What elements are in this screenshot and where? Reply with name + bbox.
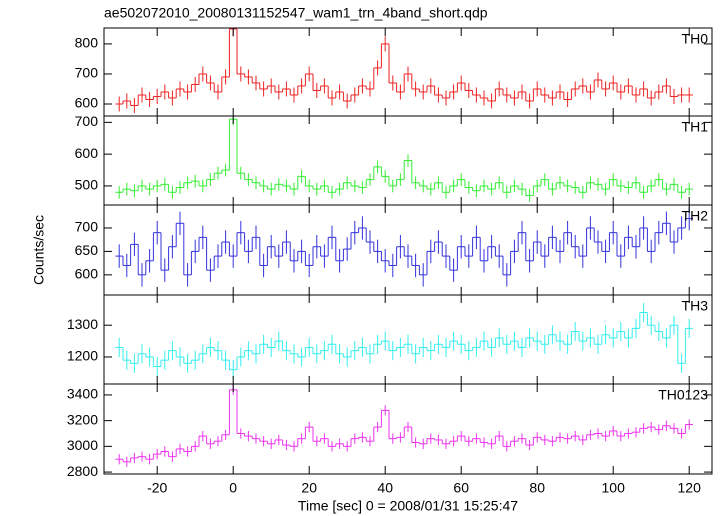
x-axis-label: Time [sec] 0 = 2008/01/31 15:25:47 xyxy=(298,498,518,514)
panel-label: TH3 xyxy=(682,298,709,314)
x-tick-label: 40 xyxy=(377,480,393,496)
x-tick-label: 120 xyxy=(678,480,702,496)
y-tick-label: 1200 xyxy=(67,348,98,364)
x-tick-label: 60 xyxy=(453,480,469,496)
y-tick-label: 1300 xyxy=(67,316,98,332)
y-axis-label: Counts/sec xyxy=(31,215,47,285)
y-tick-label: 2800 xyxy=(67,463,98,479)
y-tick-label: 700 xyxy=(75,65,99,81)
y-tick-label: 500 xyxy=(75,177,99,193)
x-tick-label: 100 xyxy=(602,480,626,496)
y-tick-label: 700 xyxy=(75,219,99,235)
panel-label: TH1 xyxy=(682,119,709,135)
y-tick-label: 3000 xyxy=(67,437,98,453)
y-tick-label: 600 xyxy=(75,145,99,161)
y-tick-label: 650 xyxy=(75,242,99,258)
x-tick-label: -20 xyxy=(147,480,167,496)
y-tick-label: 600 xyxy=(75,95,99,111)
panel-label: TH0123 xyxy=(658,387,708,403)
y-tick-label: 600 xyxy=(75,266,99,282)
y-tick-label: 3400 xyxy=(67,386,98,402)
chart-title: ae502072010_20080131152547_wam1_trn_4ban… xyxy=(104,5,488,21)
y-tick-label: 700 xyxy=(75,113,99,129)
x-tick-label: 0 xyxy=(229,480,237,496)
x-tick-label: 20 xyxy=(301,480,317,496)
panel-label: TH0 xyxy=(682,31,709,47)
panel-frame xyxy=(103,383,713,475)
panel-label: TH2 xyxy=(682,208,709,224)
y-tick-label: 800 xyxy=(75,35,99,51)
y-tick-label: 3200 xyxy=(67,411,98,427)
x-tick-label: 80 xyxy=(529,480,545,496)
